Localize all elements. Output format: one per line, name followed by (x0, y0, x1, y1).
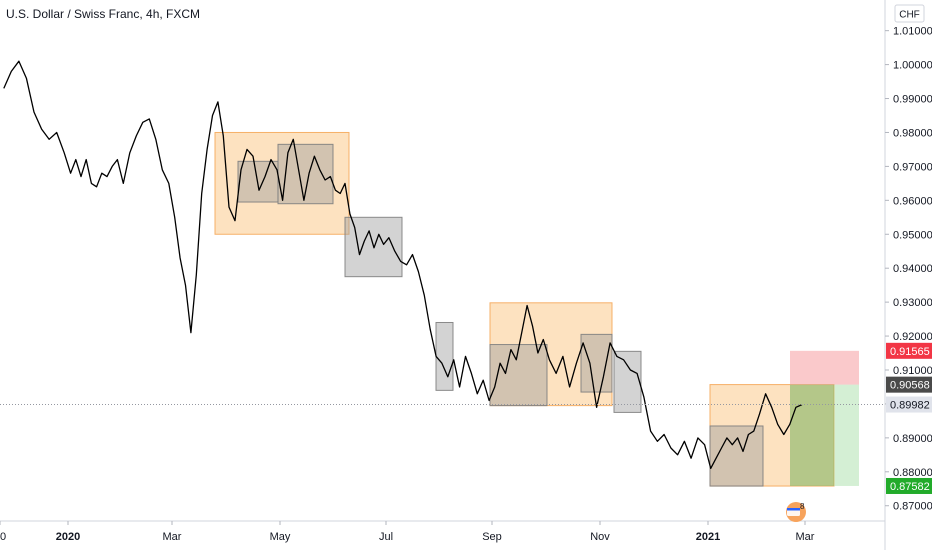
currency-button[interactable]: CHF (894, 4, 925, 23)
price-tag-red (886, 342, 932, 359)
price-tag-light (886, 396, 932, 413)
chart-title: U.S. Dollar / Swiss Franc, 4h, FXCM (6, 7, 200, 21)
price-tag-label-green: 0.87582 (890, 481, 930, 493)
y-tick-label-6: 0.95000 (893, 229, 932, 241)
price-layer (3, 60, 803, 470)
price-series-line[interactable] (3, 60, 803, 470)
y-tick-label-13: 0.88000 (893, 467, 932, 479)
y-tick-label-12: 0.89000 (893, 433, 932, 445)
zone-gray-7[interactable] (580, 333, 613, 393)
x-tick-label-8: Mar (796, 531, 815, 543)
zone-orange-0[interactable] (214, 131, 350, 235)
y-tick-label-3: 0.98000 (893, 127, 932, 139)
zones-layer (214, 131, 859, 487)
currency-label: CHF (899, 10, 920, 21)
x-tick-label-1: 2020 (56, 531, 80, 543)
x-tick-label-3: May (270, 531, 291, 543)
x-tick-label-6: Nov (590, 531, 610, 543)
price-tag-label-red: 0.91565 (890, 346, 930, 358)
xtick-layer: 0 2020 Mar May Jul Sep Nov 2021 Mar (0, 521, 815, 543)
zone-gray-6[interactable] (489, 344, 548, 407)
zone-gray-4[interactable] (435, 321, 454, 391)
x-tick-label-7: 2021 (696, 531, 720, 543)
zone-gray-10[interactable] (709, 425, 764, 487)
calendar-icon-header (787, 508, 800, 511)
x-tick-label-0: 0 (0, 531, 6, 543)
annotation-badge-count: 8 (800, 502, 805, 511)
x-tick-label-5: Sep (482, 531, 502, 543)
zone-orange-9[interactable] (709, 384, 835, 487)
price-tag-green (886, 477, 932, 494)
y-tick-label-10: 0.91000 (893, 365, 932, 377)
x-tick-label-4: Jul (379, 531, 393, 543)
price-tag-dark (886, 376, 932, 393)
zone-target-overlap-13[interactable] (790, 384, 834, 486)
ytick-layer: 1.01000 1.00000 0.99000 0.98000 0.97000 0.960… (885, 26, 932, 513)
x-tick-label-2: Mar (163, 531, 182, 543)
y-tick-label-0: 1.01000 (893, 26, 932, 38)
y-tick-label-4: 0.97000 (893, 161, 932, 173)
y-tick-label-7: 0.94000 (893, 263, 932, 275)
y-tick-label-5: 0.96000 (893, 195, 932, 207)
y-tick-label-1: 1.00000 (893, 60, 932, 72)
y-tick-label-9: 0.92000 (893, 331, 932, 343)
zone-gray-8[interactable] (613, 350, 642, 413)
y-tick-label-8: 0.93000 (893, 297, 932, 309)
y-tick-label-2: 0.99000 (893, 94, 932, 106)
zone-target-12[interactable] (790, 384, 859, 486)
annotation-badge[interactable]: 8 (786, 502, 806, 522)
axis-layer (0, 0, 886, 550)
zone-stop-11[interactable] (790, 350, 859, 385)
y-tick-label-14: 0.87000 (893, 501, 932, 513)
tag-layer: 0.91565 0.90568 0.89982 0.87582 (0, 342, 932, 494)
price-tag-label-dark: 0.90568 (890, 380, 930, 392)
price-tag-label-light: 0.89982 (890, 400, 930, 412)
